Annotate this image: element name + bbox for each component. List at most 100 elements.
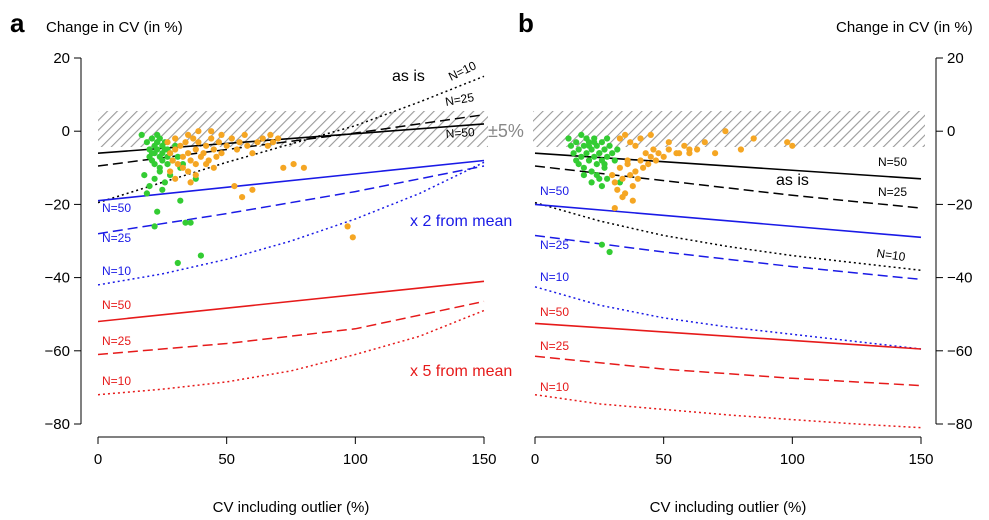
panel-a-data-point bbox=[290, 161, 297, 168]
panel-a-y-tick-label: −20 bbox=[45, 196, 70, 213]
panel-a-data-point bbox=[233, 146, 241, 153]
panel-b-data-point bbox=[578, 153, 585, 160]
panel-a-data-point bbox=[174, 259, 181, 267]
panel-b-as-is-label: as is bbox=[776, 172, 809, 189]
panel-a-data-point bbox=[182, 139, 189, 146]
panel-b-data-point bbox=[575, 146, 582, 153]
panel-b-data-point bbox=[606, 248, 613, 256]
panel-b-y-tick-label: 20 bbox=[947, 50, 964, 67]
panel-a-data-point bbox=[210, 146, 217, 153]
panel-a-data-point bbox=[151, 223, 158, 230]
panel-b-data-point bbox=[593, 172, 600, 179]
panel-b-x-tick-label: 100 bbox=[780, 451, 805, 468]
panel-b-data-point bbox=[634, 175, 642, 182]
panel-b-data-point bbox=[647, 153, 654, 160]
panel-a-data-point bbox=[182, 219, 189, 226]
panel-a-y-ticks: −80 −60 −40 −20 0 20 bbox=[45, 50, 81, 433]
panel-a-black-n50-label: N=50 bbox=[445, 125, 475, 141]
panel-a-data-point bbox=[249, 186, 256, 193]
panel-b-data-point bbox=[629, 183, 636, 190]
panel-b-data-point bbox=[585, 142, 593, 149]
panel-a-series-line-x-5-from-mean-N=25 bbox=[98, 300, 485, 356]
panel-b-series-line-x-5-from-mean-N=10 bbox=[534, 393, 922, 429]
panel-b-data-point bbox=[789, 142, 796, 149]
panel-b-x-tick-label: 0 bbox=[531, 451, 539, 468]
panel-b-points bbox=[565, 128, 796, 256]
panel-a-y-tick-label: −40 bbox=[45, 270, 70, 287]
panel-a-data-point bbox=[280, 164, 287, 171]
panel-b-data-point bbox=[604, 153, 611, 160]
panel-b-data-point bbox=[585, 157, 593, 164]
panel-a-data-point bbox=[254, 139, 261, 146]
panel-b-data-point bbox=[619, 175, 626, 182]
panel-b-red-n10-label: N=10 bbox=[540, 380, 569, 394]
panel-a-points bbox=[138, 128, 356, 267]
panel-b-black-n10-label: N=10 bbox=[876, 246, 907, 264]
panel-b-series-line-x-5-from-mean-N=50 bbox=[534, 322, 922, 350]
panel-b-data-point bbox=[655, 150, 662, 157]
panel-b-data-point bbox=[642, 150, 649, 157]
panel-a-red-n50-label: N=50 bbox=[102, 298, 131, 312]
panel-a-series-line-x-2-from-mean-N=25 bbox=[98, 165, 485, 235]
panel-a-x-tick-label: 50 bbox=[218, 451, 235, 468]
panel-a-data-point bbox=[244, 142, 251, 149]
panel-a-red-n25-label: N=25 bbox=[102, 334, 131, 348]
panel-a-data-point bbox=[185, 168, 192, 175]
panel-a-data-point bbox=[264, 142, 271, 149]
panel-a-data-point bbox=[241, 131, 248, 138]
panel-b-data-point bbox=[591, 153, 598, 160]
panel-a-data-point bbox=[177, 197, 184, 204]
panel-a-band-label: ±5% bbox=[488, 121, 524, 141]
panel-a-series-line-x-5-from-mean-N=10 bbox=[98, 309, 485, 396]
panel-b-data-point bbox=[694, 146, 701, 153]
panel-a-data-point bbox=[218, 131, 225, 138]
panel-a-data-point bbox=[208, 135, 215, 142]
panel-a-y-tick-label: −60 bbox=[45, 343, 70, 360]
panel-b: b Change in CV (in %) −80 −60 −40 −20 0 20 0 5… bbox=[518, 8, 973, 516]
panel-b-data-point bbox=[701, 139, 708, 146]
panel-a-data-point bbox=[154, 139, 161, 146]
panel-b-data-point bbox=[580, 164, 588, 171]
panel-a-blue-n25-label: N=25 bbox=[102, 231, 131, 245]
panel-b-data-point bbox=[573, 139, 580, 146]
panel-b-data-point bbox=[665, 146, 672, 153]
panel-b-data-point bbox=[660, 153, 667, 160]
panel-a: a Change in CV (in %) ±5% −80 −60 −40 −20 0 2… bbox=[10, 8, 524, 516]
panel-a-data-point bbox=[228, 135, 235, 142]
panel-b-data-point bbox=[627, 172, 634, 179]
panel-b-data-point bbox=[722, 128, 729, 135]
panel-a-data-point bbox=[192, 161, 199, 168]
panel-a-data-point bbox=[167, 168, 174, 175]
panel-b-data-point bbox=[611, 157, 618, 164]
panel-a-data-point bbox=[203, 161, 210, 168]
panel-b-data-point bbox=[580, 172, 588, 179]
panel-a-data-point bbox=[275, 135, 282, 142]
panel-a-x2-label: x 2 from mean bbox=[410, 213, 512, 230]
panel-a-data-point bbox=[161, 179, 168, 186]
panel-a-data-point bbox=[151, 175, 158, 182]
panel-b-data-point bbox=[632, 142, 639, 149]
panel-a-letter: a bbox=[10, 8, 25, 38]
panel-b-data-point bbox=[629, 197, 636, 204]
panel-a-y-tick-label: 0 bbox=[62, 123, 70, 140]
panel-b-x-ticks: 0 50 100 150 bbox=[531, 437, 934, 468]
panel-a-black-n25-label: N=25 bbox=[444, 90, 475, 109]
panel-b-data-point bbox=[604, 175, 611, 182]
panel-b-y-tick-label: −20 bbox=[947, 196, 972, 213]
panel-b-data-point bbox=[570, 150, 577, 157]
panel-a-data-point bbox=[187, 219, 194, 226]
panel-b-data-point bbox=[598, 241, 606, 248]
panel-b-y-tick-label: −40 bbox=[947, 270, 972, 287]
panel-a-blue-n50-label: N=50 bbox=[102, 201, 131, 215]
panel-b-series-line-x-2-from-mean-N=25 bbox=[534, 234, 922, 281]
panel-a-data-point bbox=[174, 153, 181, 160]
panel-a-series-line-x-5-from-mean-N=50 bbox=[98, 280, 485, 323]
panel-a-data-point bbox=[179, 164, 186, 171]
panel-a-data-point bbox=[197, 252, 204, 259]
panel-a-data-point bbox=[210, 164, 217, 171]
panel-a-data-point bbox=[344, 223, 351, 230]
panel-b-black-n50-label: N=50 bbox=[878, 155, 907, 169]
panel-a-data-point bbox=[154, 146, 161, 153]
panel-b-data-point bbox=[632, 168, 639, 175]
